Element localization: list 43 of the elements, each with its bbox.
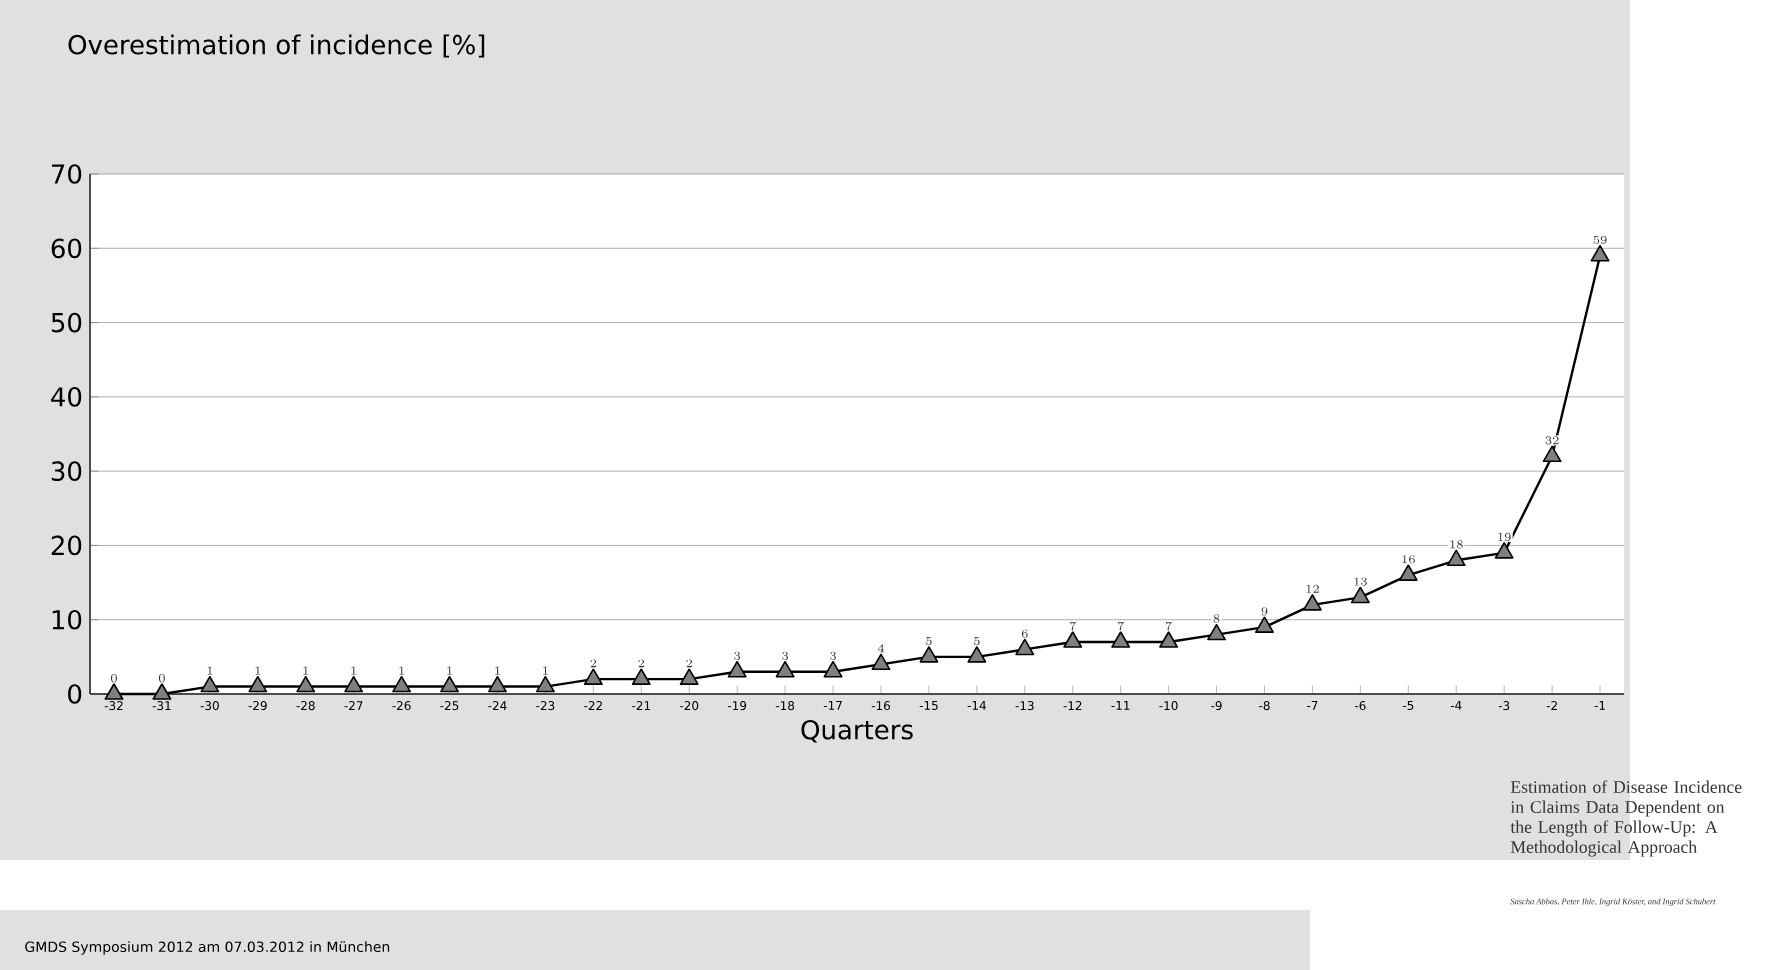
x-axis-title: Quarters: [801, 719, 913, 743]
point: [1111, 631, 1131, 648]
text: Estimation of Disease Incidence in Claims Data Dependent on the Length of Follow-Up: A Methodological Approach: [1510, 780, 1742, 857]
point: [919, 646, 939, 663]
point: [440, 675, 459, 693]
point: [631, 668, 651, 685]
y-tick-label: 70: [51, 164, 82, 184]
point: [1255, 616, 1274, 633]
point: [1207, 623, 1226, 641]
y-tick-label: 10: [52, 609, 82, 630]
point: [967, 646, 987, 663]
point: [1159, 631, 1179, 648]
point: [1063, 631, 1083, 648]
point: [871, 653, 891, 671]
point: [200, 675, 220, 693]
point: [679, 668, 699, 685]
point: [296, 675, 316, 693]
point: [392, 675, 412, 693]
y-tick-label: 60: [51, 238, 82, 259]
point: [104, 683, 124, 700]
point: [1542, 445, 1562, 463]
point: [823, 660, 843, 678]
point: [583, 668, 603, 685]
y-tick-label: 20: [51, 535, 82, 556]
y-axis-title: Overestimation of incidence [%]: [68, 34, 485, 58]
y-tick-label: 40: [51, 387, 82, 407]
y-tick-label: 0: [68, 684, 82, 704]
point: [775, 660, 795, 678]
point: [1350, 586, 1370, 604]
point: [1015, 638, 1035, 656]
point: [1446, 549, 1466, 567]
point: [1494, 542, 1514, 559]
point: [488, 675, 507, 693]
point: [1398, 564, 1418, 581]
point: [344, 675, 364, 693]
point: [535, 675, 555, 693]
y-tick-label: 30: [51, 461, 82, 481]
point: [248, 675, 268, 693]
point: [1302, 594, 1322, 611]
point: [727, 660, 747, 678]
point: [1590, 244, 1610, 262]
y-tick-label: 50: [51, 312, 82, 333]
point: [152, 683, 172, 700]
